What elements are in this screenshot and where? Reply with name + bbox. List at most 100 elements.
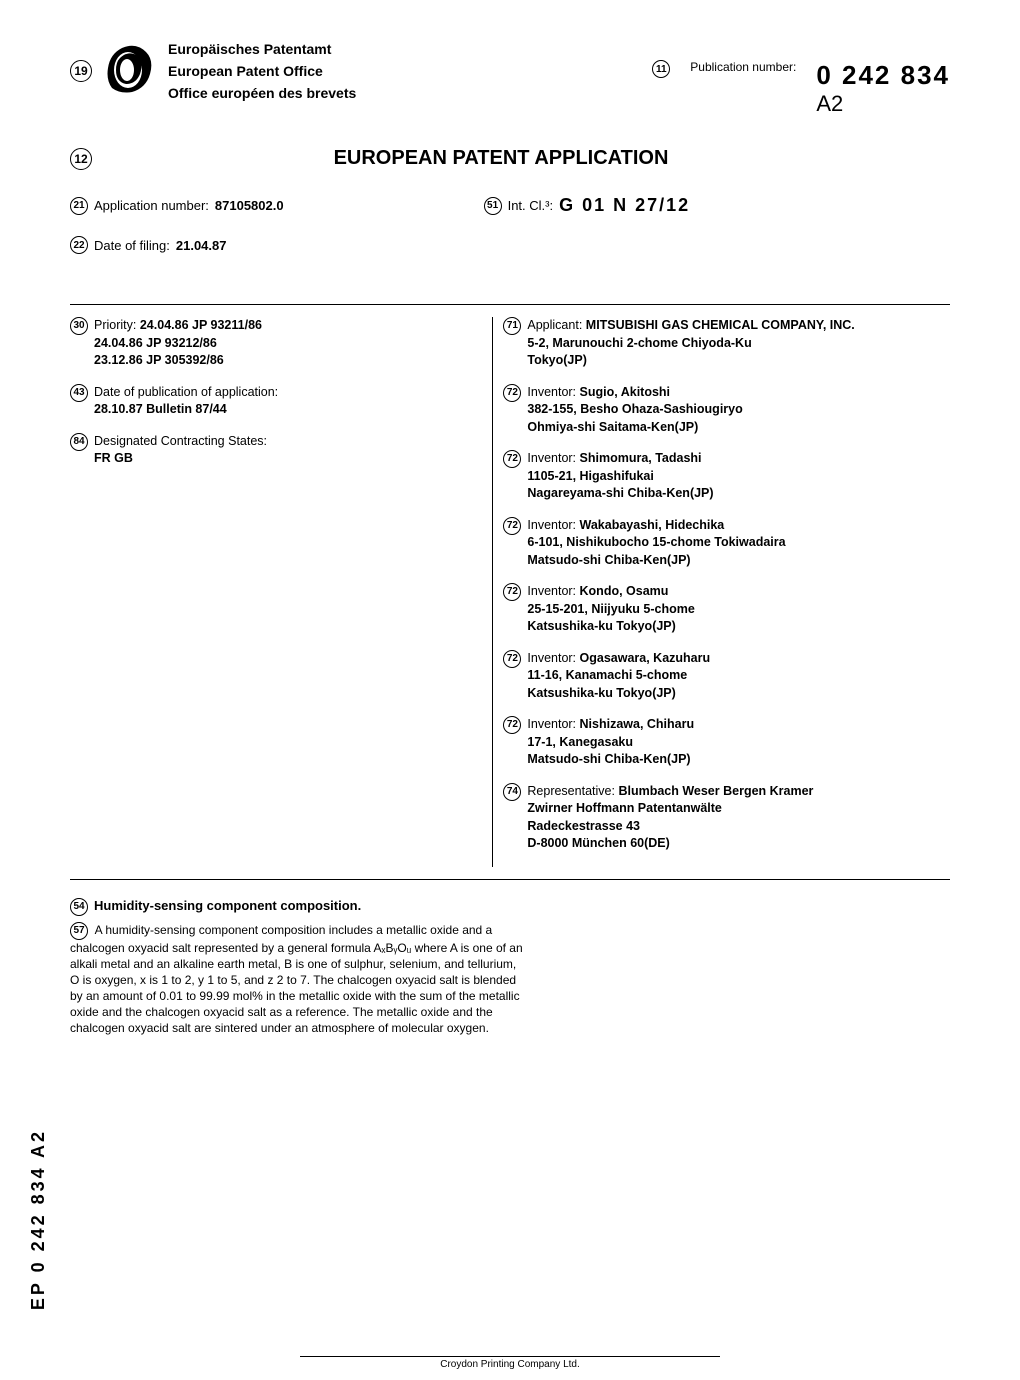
- num-22: 22: [70, 236, 88, 254]
- num-72: 72: [503, 384, 521, 402]
- int-cl: 51 Int. Cl.³: G 01 N 27/12: [484, 195, 691, 216]
- applicant-addr1: 5-2, Marunouchi 2-chome Chiyoda-Ku: [527, 336, 751, 350]
- inventor-addr2: Katsushika-ku Tokyo(JP): [527, 686, 675, 700]
- num-72: 72: [503, 583, 521, 601]
- inventor-addr2: Nagareyama-shi Chiba-Ken(JP): [527, 486, 713, 500]
- inventor-addr1: 11-16, Kanamachi 5-chome: [527, 668, 687, 682]
- application-number: 21 Application number: 87105802.0: [70, 195, 284, 216]
- applicant-name: MITSUBISHI GAS CHEMICAL COMPANY, INC.: [586, 318, 855, 332]
- logo-block: 19 Europäisches Patentamt European Paten…: [70, 40, 356, 101]
- pub-label: Publication number:: [690, 60, 796, 74]
- priority-line-2: 23.12.86 JP 305392/86: [94, 353, 224, 367]
- office-line-2: European Patent Office: [168, 63, 356, 79]
- inventor-name: Wakabayashi, Hidechika: [580, 518, 725, 532]
- num-19: 19: [70, 60, 92, 82]
- num-57: 57: [70, 922, 88, 940]
- num-12: 12: [70, 148, 92, 170]
- states-label: Designated Contracting States:: [94, 434, 267, 448]
- pubapp-label: Date of publication of application:: [94, 385, 278, 399]
- applicant-label: Applicant:: [527, 318, 582, 332]
- states-value: FR GB: [94, 451, 133, 465]
- inventor-addr1: 25-15-201, Niijyuku 5-chome: [527, 602, 694, 616]
- vertical-doc-code: EP 0 242 834 A2: [28, 1129, 49, 1310]
- num-72: 72: [503, 650, 521, 668]
- pub-value: 0 242 834 A2: [816, 60, 950, 117]
- intcl-value: G 01 N 27/12: [559, 195, 690, 216]
- inventor-entry: 72 Inventor: Ogasawara, Kazuharu 11-16, Ka…: [503, 650, 950, 703]
- inventor-name: Shimomura, Tadashi: [580, 451, 702, 465]
- abstract-title: Humidity-sensing component composition.: [94, 898, 361, 913]
- rep-label: Representative:: [527, 784, 615, 798]
- num-72: 72: [503, 517, 521, 535]
- num-84: 84: [70, 433, 88, 451]
- abstract-text: 57 A humidity-sensing component composit…: [70, 922, 528, 1037]
- rep-name: Blumbach Weser Bergen Kramer: [618, 784, 813, 798]
- inventor-entry: 72 Inventor: Sugio, Akitoshi 382-155, Besh…: [503, 384, 950, 437]
- rep-addr1: Zwirner Hoffmann Patentanwälte: [527, 801, 721, 815]
- inventor-label: Inventor:: [527, 651, 579, 665]
- meta-row: 21 Application number: 87105802.0 51 Int…: [70, 195, 950, 216]
- inventors-container: 72 Inventor: Sugio, Akitoshi 382-155, Besh…: [503, 384, 950, 769]
- rep-addr2: Radeckestrasse 43: [527, 819, 640, 833]
- num-11: 11: [652, 60, 670, 78]
- office-line-1: Europäisches Patentamt: [168, 41, 356, 57]
- inventor-addr1: 382-155, Besho Ohaza-Sashiougiryo: [527, 402, 742, 416]
- inventor-label: Inventor:: [527, 584, 579, 598]
- priority-line-1: 24.04.86 JP 93212/86: [94, 336, 217, 350]
- applicant-entry: 71 Applicant: MITSUBISHI GAS CHEMICAL CO…: [503, 317, 950, 370]
- num-30: 30: [70, 317, 88, 335]
- inventor-addr1: 17-1, Kanegasaku: [527, 735, 633, 749]
- num-21: 21: [70, 197, 88, 215]
- inventor-entry: 72 Inventor: Nishizawa, Chiharu 17-1, Kane…: [503, 716, 950, 769]
- pub-suffix: A2: [816, 91, 843, 117]
- inventor-label: Inventor:: [527, 717, 579, 731]
- inventor-label: Inventor:: [527, 385, 579, 399]
- num-43: 43: [70, 384, 88, 402]
- inventor-entry: 72 Inventor: Wakabayashi, Hidechika 6-101,…: [503, 517, 950, 570]
- inventor-name: Ogasawara, Kazuharu: [580, 651, 711, 665]
- num-72: 72: [503, 450, 521, 468]
- num-71: 71: [503, 317, 521, 335]
- biblio-right: 71 Applicant: MITSUBISHI GAS CHEMICAL CO…: [492, 317, 950, 867]
- num-72: 72: [503, 716, 521, 734]
- app-label: Application number:: [94, 198, 209, 213]
- epo-logo-icon: [100, 40, 156, 101]
- pub-number: 0 242 834: [816, 60, 950, 91]
- abstract-body: A humidity-sensing component composition…: [70, 923, 523, 1036]
- biblio-block: 30 Priority: 24.04.86 JP 93211/86 24.04.…: [70, 304, 950, 880]
- inventor-label: Inventor:: [527, 451, 579, 465]
- footer: Croydon Printing Company Ltd.: [300, 1356, 720, 1370]
- applicant-addr2: Tokyo(JP): [527, 353, 587, 367]
- inventor-entry: 72 Inventor: Shimomura, Tadashi 1105-21, H…: [503, 450, 950, 503]
- inventor-addr2: Matsudo-shi Chiba-Ken(JP): [527, 752, 690, 766]
- biblio-left: 30 Priority: 24.04.86 JP 93211/86 24.04.…: [70, 317, 492, 867]
- inventor-label: Inventor:: [527, 518, 579, 532]
- inventor-addr2: Ohmiya-shi Saitama-Ken(JP): [527, 420, 698, 434]
- filing-value: 21.04.87: [176, 238, 227, 253]
- inventor-name: Nishizawa, Chiharu: [580, 717, 695, 731]
- document-title: EUROPEAN PATENT APPLICATION: [112, 147, 890, 170]
- filing-label: Date of filing:: [94, 238, 170, 253]
- priority-line-0: 24.04.86 JP 93211/86: [140, 318, 262, 332]
- rep-addr3: D-8000 München 60(DE): [527, 836, 669, 850]
- representative-entry: 74 Representative: Blumbach Weser Bergen…: [503, 783, 950, 853]
- app-value: 87105802.0: [215, 198, 284, 213]
- inventor-name: Kondo, Osamu: [580, 584, 669, 598]
- intcl-label: Int. Cl.³:: [508, 198, 554, 213]
- title-row: 12 EUROPEAN PATENT APPLICATION: [70, 147, 950, 170]
- inventor-addr1: 1105-21, Higashifukai: [527, 469, 653, 483]
- pubapp-entry: 43 Date of publication of application: 2…: [70, 384, 482, 419]
- inventor-entry: 72 Inventor: Kondo, Osamu 25-15-201, Niijy…: [503, 583, 950, 636]
- inventor-addr2: Matsudo-shi Chiba-Ken(JP): [527, 553, 690, 567]
- publication-number-block: 11 Publication number: 0 242 834 A2: [652, 40, 950, 117]
- inventor-addr1: 6-101, Nishikubocho 15-chome Tokiwadaira: [527, 535, 785, 549]
- office-line-3: Office européen des brevets: [168, 85, 356, 101]
- office-names: Europäisches Patentamt European Patent O…: [168, 41, 356, 101]
- inventor-name: Sugio, Akitoshi: [580, 385, 671, 399]
- pubapp-value: 28.10.87 Bulletin 87/44: [94, 402, 227, 416]
- num-54: 54: [70, 898, 88, 916]
- states-entry: 84 Designated Contracting States: FR GB: [70, 433, 482, 468]
- num-74: 74: [503, 783, 521, 801]
- num-51: 51: [484, 197, 502, 215]
- priority-label: Priority:: [94, 318, 136, 332]
